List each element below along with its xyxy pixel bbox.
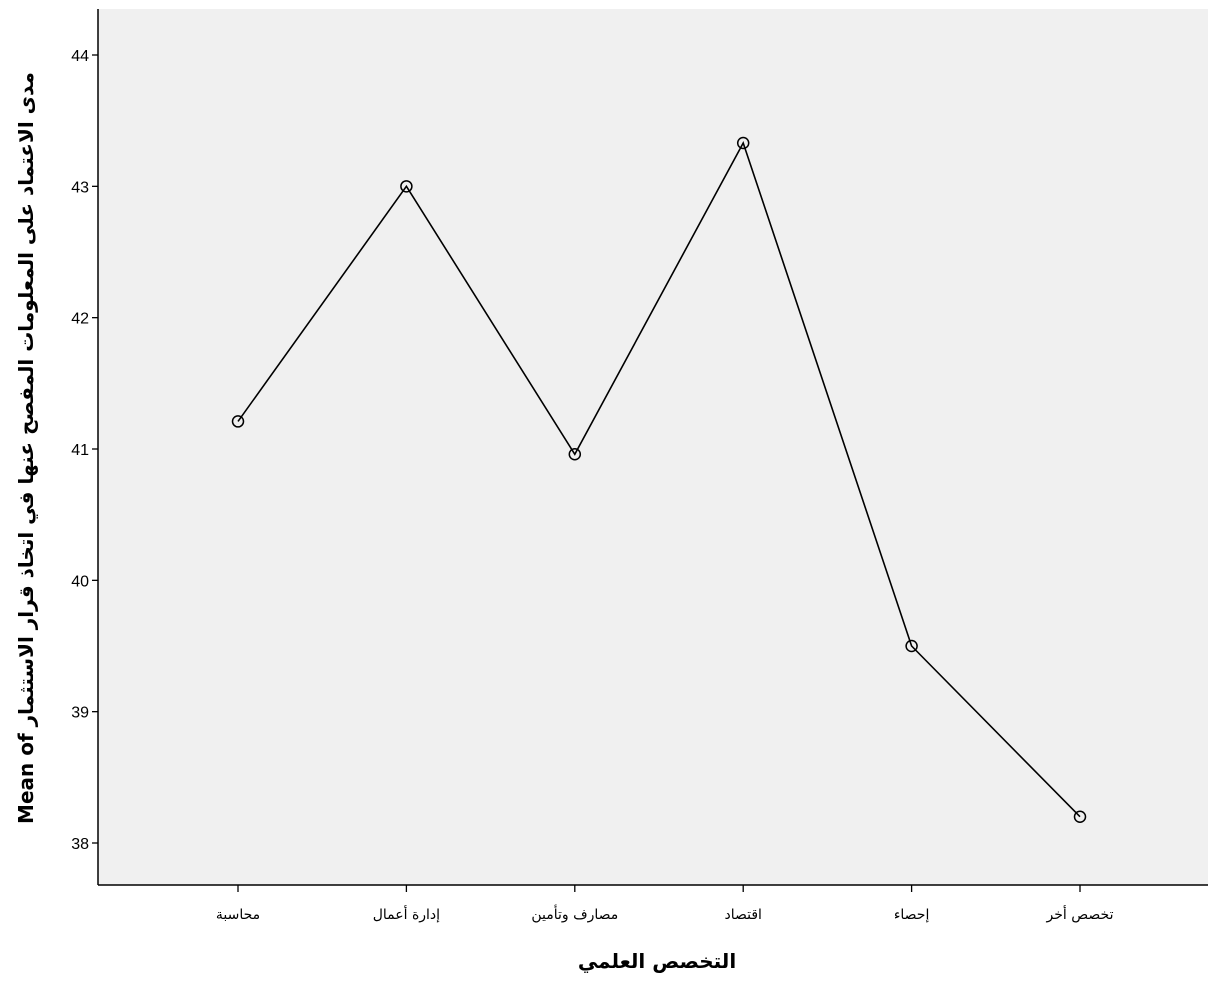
x-tick-label: إدارة أعمال [373,905,440,923]
y-tick-label: 44 [71,48,89,65]
x-tick-label: محاسبة [216,907,260,923]
x-tick-label: اقتصاد [724,907,761,923]
y-tick-label: 41 [71,442,89,459]
data-points [231,136,1087,823]
y-tick-label: 43 [71,179,89,196]
y-tick-label: 42 [71,311,89,328]
y-axis-ticks: 38 39 40 41 42 43 44 [71,48,98,853]
x-tick-label: تخصص أخر [1046,905,1114,923]
data-point [568,448,582,461]
y-tick-label: 38 [71,836,89,853]
data-point [400,180,413,193]
series-line [237,140,1081,818]
y-axis-title: Mean of مدى الاعتماد على المعلومات المفص… [14,72,39,824]
plot-area [98,9,1208,885]
y-tick-label: 40 [71,573,89,590]
x-axis-title: التخصص العلمي [578,949,736,974]
data-point [736,136,750,150]
x-axis-ticks: محاسبة إدارة أعمال مصارف وتأمين اقتصاد إحصاء… [216,885,1114,923]
x-tick-label: إحصاء [894,907,930,923]
data-point [1073,810,1087,823]
x-tick-label: مصارف وتأمين [531,904,618,923]
data-point [231,415,245,428]
data-point [905,639,918,653]
y-tick-label: 39 [71,705,89,722]
